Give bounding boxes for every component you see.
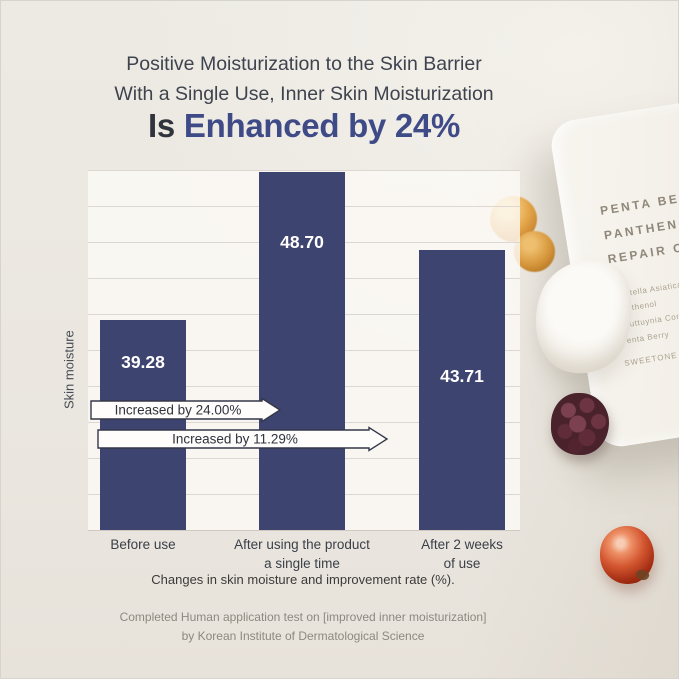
increase-annotation-arrow-2: Increased by 11.29% [97,426,389,452]
headline-line-3: Is Enhanced by 24% [0,107,608,145]
y-axis-label: Skin moisture [61,330,77,410]
x-tick-line: After using the product [234,537,370,552]
chart-caption: Changes in skin moisture and improvement… [151,572,455,587]
bar: 43.71 [419,250,505,530]
bar: 48.70 [259,172,345,530]
x-tick-line: Before use [110,537,176,552]
headline-line-1: Positive Moisturization to the Skin Barr… [126,53,482,75]
footnote-line-2: by Korean Institute of Dermatological Sc… [181,629,425,643]
x-tick-line: After 2 weeks [421,537,503,552]
orange-berry [514,231,555,272]
annotation-label: Increased by 24.00% [115,403,242,418]
berry-calyx [634,568,651,582]
footnote-line-1: Completed Human application test on [imp… [119,610,487,624]
arrow-shape [90,397,282,423]
bar-value-label: 43.71 [440,366,484,386]
x-tick-label: After using the product a single time [212,536,392,574]
headline-prefix: Is [147,107,175,144]
red-berry [600,526,654,584]
headline-highlight: Enhanced by 24% [183,107,461,144]
bar-value-label: 48.70 [280,232,324,252]
plot-area: 39.28 48.70 43.71 [88,170,520,531]
headline-line-2: With a Single Use, Inner Skin Moisturiza… [114,83,494,105]
x-tick-label: Before use [68,536,218,555]
bar: 39.28 [100,320,186,530]
annotation-label: Increased by 11.29% [172,432,298,447]
increase-annotation-arrow-1: Increased by 24.00% [90,397,282,423]
dark-raspberry [551,393,609,455]
x-tick-line: of use [443,555,481,571]
arrow-shape [97,426,389,452]
x-tick-label: After 2 weeks of use [377,536,547,574]
x-tick-line: a single time [264,555,340,571]
product-name: PENTA BERRY PANTHENOL REPAIR CREA [598,167,679,271]
bar-value-label: 39.28 [121,352,165,372]
